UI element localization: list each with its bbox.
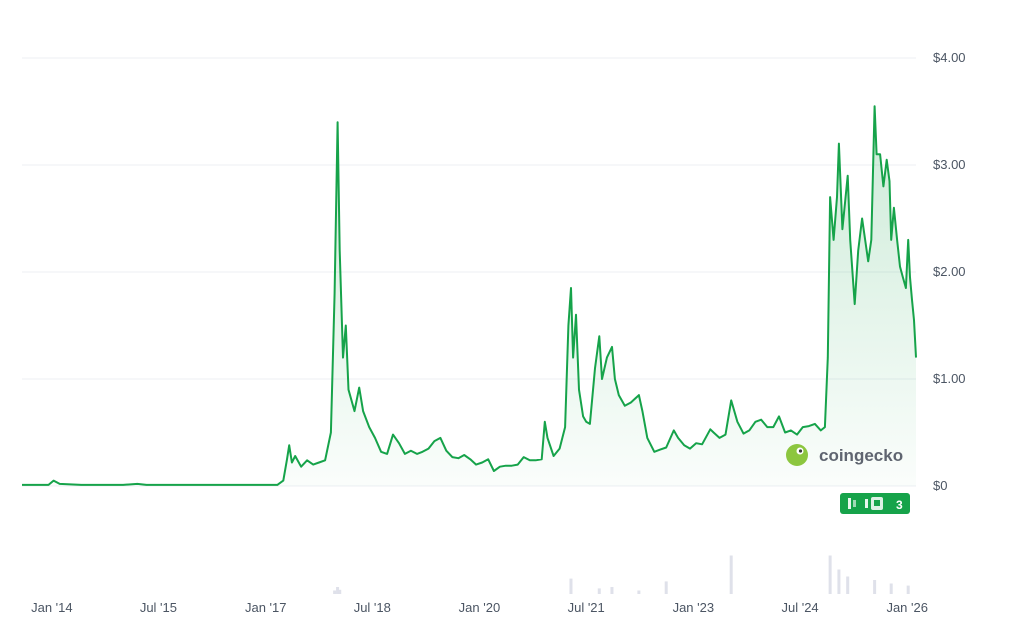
x-axis-labels: Jan '14 Jul '15 Jan '17 Jul '18 Jan '20 Jul '… (31, 600, 928, 615)
volume-bar (906, 585, 910, 594)
watermark-text: coingecko (819, 446, 903, 465)
y-tick-label: $0 (933, 478, 947, 493)
y-tick-label: $4.00 (933, 50, 966, 65)
x-tick-label: Jul '18 (354, 600, 391, 615)
volume-bars (333, 555, 910, 594)
volume-bar (569, 578, 573, 594)
x-tick-label: Jul '24 (781, 600, 818, 615)
y-tick-label: $2.00 (933, 264, 966, 279)
volume-bar (846, 576, 850, 594)
y-tick-label: $3.00 (933, 157, 966, 172)
x-tick-label: Jan '23 (673, 600, 715, 615)
price-badge-label: 3 (896, 498, 903, 512)
volume-bar (889, 583, 893, 594)
volume-bar (729, 555, 733, 594)
volume-bar (597, 588, 601, 594)
price-area-layer (22, 106, 916, 486)
bars-icon (848, 497, 883, 510)
volume-bar (336, 587, 340, 594)
volume-bar (837, 569, 841, 594)
price-badge[interactable]: 3 (840, 493, 910, 514)
volume-bar (664, 581, 668, 594)
x-tick-label: Jan '17 (245, 600, 287, 615)
volume-bar (637, 590, 641, 594)
gecko-logo-pupil (798, 449, 803, 453)
volume-bar (873, 580, 877, 594)
x-tick-label: Jan '20 (459, 600, 501, 615)
price-line-layer (22, 105, 917, 486)
x-tick-label: Jul '21 (568, 600, 605, 615)
y-tick-label: $1.00 (933, 371, 966, 386)
x-tick-label: Jan '26 (886, 600, 928, 615)
watermark: coingecko (786, 444, 903, 466)
y-axis-labels: $0 $1.00 $2.00 $3.00 $4.00 (933, 50, 966, 493)
volume-bar (828, 555, 832, 594)
gecko-logo-icon (786, 444, 808, 466)
volume-bar (610, 587, 614, 594)
x-tick-label: Jul '15 (140, 600, 177, 615)
price-area (22, 106, 916, 486)
volume-bar (338, 589, 342, 594)
price-line (22, 105, 917, 486)
x-tick-label: Jan '14 (31, 600, 73, 615)
volume-bar (333, 590, 337, 594)
